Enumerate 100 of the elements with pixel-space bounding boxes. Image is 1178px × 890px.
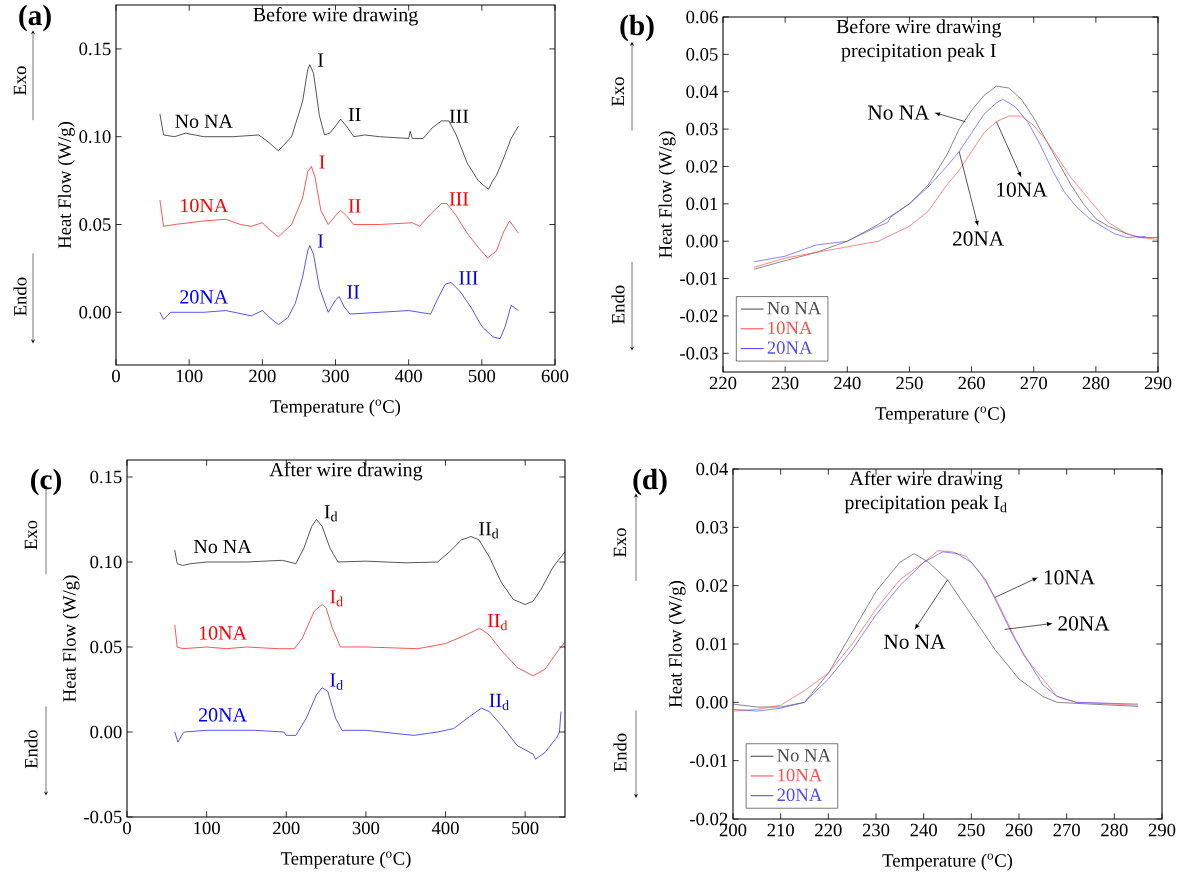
- text: (d): [633, 468, 667, 496]
- x-axis-title: Temperature ($^{o}$C): [280, 851, 411, 869]
- y-axis-title: Heat Flow (W/g): [62, 575, 80, 702]
- annotation: 20NA: [953, 231, 1005, 246]
- annotation: I$_{d}$: [324, 505, 338, 522]
- x-tick-label: 200: [273, 821, 300, 835]
- annotation: 10NA: [997, 182, 1048, 197]
- y-tick-label: 0.03: [696, 520, 728, 534]
- y-tick-label: 0.00: [696, 695, 728, 709]
- y-tick-label: 0.05: [686, 48, 718, 61]
- y-tick-label: 0.06: [686, 10, 718, 24]
- series-label: 20NA: [180, 290, 229, 304]
- x-tick-label: 280: [1082, 376, 1110, 390]
- x-axis-title: Temperature ($^{o}$C): [270, 399, 401, 417]
- text: (c): [31, 468, 61, 496]
- annotation: II: [347, 285, 360, 299]
- legend-label: 20NA: [767, 341, 813, 354]
- x-tick-label: 230: [771, 376, 799, 390]
- x-tick-label: 290: [1144, 376, 1172, 390]
- x-tick-label: 250: [896, 376, 923, 390]
- x-tick-label: 220: [709, 376, 737, 390]
- x-tick-label: 600: [541, 369, 569, 383]
- annotation: II$_{d}$: [489, 693, 509, 711]
- y-tick-label: 0.15: [79, 42, 111, 56]
- text: Endo: [13, 277, 27, 316]
- y-tick-label: -0.02: [680, 309, 718, 323]
- legend-label: 10NA: [768, 321, 813, 335]
- x-tick-label: 300: [322, 369, 349, 383]
- annotation: III: [459, 271, 478, 285]
- y-tick-label: 0.15: [90, 470, 122, 484]
- y-tick-label: -0.05: [84, 810, 122, 824]
- text: Exo: [611, 77, 625, 107]
- x-tick-label: 0: [123, 821, 131, 835]
- x-tick-label: 270: [1020, 376, 1047, 390]
- y-tick-label: -0.01: [690, 754, 728, 768]
- chart-title: After wire drawing: [269, 462, 423, 481]
- y-tick-label: -0.03: [680, 346, 718, 360]
- x-tick-label: 220: [815, 823, 842, 837]
- y-axis-title: Heat Flow (W/g): [658, 131, 676, 258]
- text: (b): [620, 14, 654, 42]
- y-tick-label: 0.10: [79, 130, 111, 144]
- x-tick-label: 500: [468, 369, 496, 383]
- x-tick-label: 260: [1005, 823, 1033, 837]
- text: precipitation peak I: [841, 43, 996, 62]
- series-label: No NA: [175, 114, 233, 128]
- series-label: No NA: [193, 539, 252, 554]
- text: Exo: [13, 66, 27, 96]
- annotation: I: [318, 234, 324, 248]
- annotation: 20NA: [1058, 616, 1110, 631]
- y-tick-label: 0.01: [696, 637, 728, 651]
- y-tick-label: 0.04: [696, 462, 729, 476]
- y-tick-label: -0.01: [680, 272, 718, 285]
- y-tick-label: 0.04: [686, 85, 719, 99]
- text: Exo: [24, 520, 38, 550]
- chart-title: Before wire drawing: [836, 19, 1002, 38]
- chart-title: After wire drawing: [849, 470, 1003, 490]
- text: Exo: [613, 528, 627, 557]
- y-tick-label: 0.05: [79, 218, 111, 231]
- annotation: II: [348, 199, 361, 213]
- legend-label: No NA: [777, 749, 831, 762]
- legend-label: 20NA: [777, 788, 823, 802]
- annotation: II: [348, 108, 361, 122]
- annotation: II$_{d}$: [479, 522, 499, 539]
- x-axis-title: Temperature ($^{o}$C): [875, 406, 1006, 424]
- x-tick-label: 500: [512, 821, 539, 835]
- annotation: I: [318, 53, 324, 67]
- chart-title: Before wire drawing: [253, 7, 418, 26]
- y-tick-label: 0.02: [686, 160, 718, 173]
- annotation: No NA: [884, 634, 946, 649]
- x-tick-label: 400: [431, 821, 459, 835]
- x-tick-label: 300: [352, 821, 380, 835]
- y-tick-label: 0.03: [686, 122, 718, 136]
- annotation: No NA: [867, 105, 930, 120]
- legend-label: 10NA: [778, 768, 823, 782]
- text: Endo: [613, 733, 627, 772]
- annotation: I$_{d}$: [330, 590, 343, 607]
- y-tick-label: 0.00: [79, 305, 111, 319]
- y-axis-title: Heat Flow (W/g): [668, 581, 686, 708]
- x-tick-label: 200: [249, 369, 276, 383]
- x-tick-label: 0: [112, 369, 120, 383]
- y-axis-title: Heat Flow (W/g): [57, 122, 75, 249]
- annotation: III: [449, 109, 469, 123]
- x-tick-label: 270: [1053, 823, 1080, 837]
- y-tick-label: 0.10: [90, 555, 122, 569]
- series-label: 10NA: [181, 198, 229, 213]
- x-tick-label: 100: [176, 369, 203, 383]
- annotation: III: [449, 192, 469, 206]
- x-tick-label: 230: [862, 823, 890, 837]
- text: (a): [19, 4, 51, 32]
- x-tick-label: 400: [395, 369, 422, 383]
- text: Endo: [24, 730, 38, 769]
- x-tick-label: 210: [767, 823, 794, 837]
- x-tick-label: 280: [1101, 823, 1128, 837]
- annotation: II$_{d}$: [487, 613, 508, 631]
- series-label: 20NA: [199, 708, 247, 722]
- y-tick-label: 0.01: [686, 197, 718, 211]
- x-axis-title: Temperature ($^{o}$C): [882, 853, 1013, 871]
- y-tick-label: 0.00: [90, 725, 122, 739]
- x-tick-label: 290: [1148, 823, 1176, 837]
- annotation: I: [319, 155, 325, 169]
